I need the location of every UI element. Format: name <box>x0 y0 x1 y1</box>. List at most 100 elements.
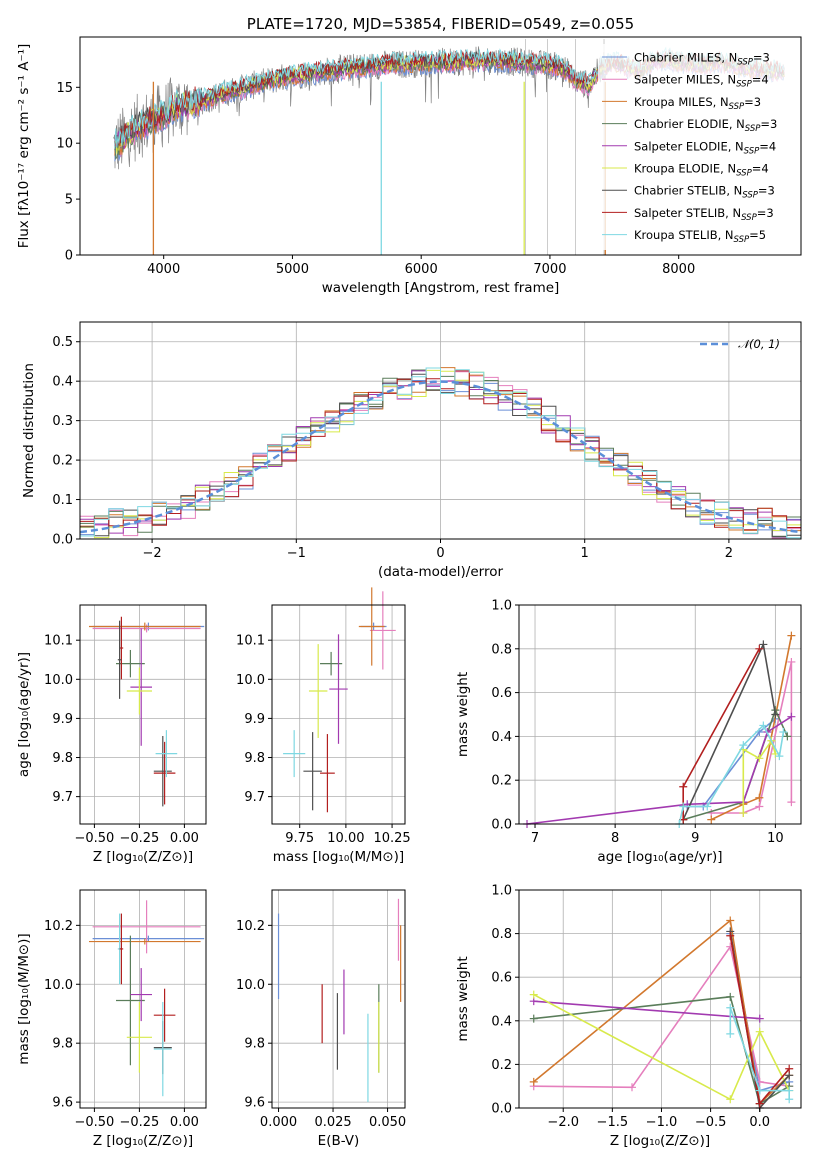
errorbar-point <box>92 624 201 633</box>
mass_vs_Z-axes: −0.50 −0.25 0.00 9.6 9.8 10.0 10.2 Z [log₁₀(Z/Z… <box>16 889 207 1149</box>
legend-series-name: Salpeter MILES, N <box>634 73 736 87</box>
weight-marker <box>627 1083 636 1092</box>
errorbar-point <box>329 634 348 744</box>
legend-nssp-value: =4 <box>752 73 769 87</box>
weight-marker <box>739 741 748 750</box>
legend-nssp-value: =5 <box>749 228 766 242</box>
x-tick-label: 10.25 <box>373 831 410 846</box>
legend-label: 𝒩(0, 1) <box>738 337 780 351</box>
y-tick-label: 10.1 <box>44 634 73 649</box>
x-tick-label: 0 <box>436 546 444 561</box>
y-tick-label: 9.6 <box>52 1096 73 1111</box>
y-tick-label: 10.0 <box>236 673 265 688</box>
x-axis-label: mass [log₁₀(M/M⊙)] <box>273 849 404 865</box>
weight_vs_age-grid <box>519 604 801 825</box>
legend-nssp-value: =3 <box>744 95 761 109</box>
y-tick-label: 0.5 <box>52 335 73 350</box>
y-tick-label: 10.0 <box>44 673 73 688</box>
weight-marker <box>755 802 764 811</box>
y-tick-label: 9.7 <box>52 790 73 805</box>
y-axis-label: age [log₁₀(age/yr)] <box>16 652 32 777</box>
x-tick-label: −0.50 <box>74 1115 114 1130</box>
errorbar-point <box>126 667 152 715</box>
x-tick-label: −0.5 <box>695 1115 727 1130</box>
weight-marker <box>755 644 764 653</box>
x-tick-label: −2 <box>143 546 162 561</box>
x-tick-label: 10.00 <box>327 831 364 846</box>
legend-subscript: SSP <box>741 213 757 223</box>
weight-marker <box>755 1027 764 1036</box>
weight-marker <box>785 1064 794 1073</box>
weight-marker <box>726 1003 735 1012</box>
x-tick-label: −1.5 <box>597 1115 629 1130</box>
weight-marker <box>755 1086 764 1095</box>
legend-label: Chabrier ELODIE, NSSP=3 <box>634 117 777 134</box>
legend-subscript: SSP <box>736 80 752 90</box>
legend-label: Kroupa ELODIE, NSSP=4 <box>634 162 769 179</box>
x-tick-label: 9 <box>691 831 699 846</box>
mass_vs_Z-points <box>89 900 205 1097</box>
legend-series-name: Kroupa STELIB, N <box>634 228 734 242</box>
errorbar-point <box>89 622 201 631</box>
y-tick-label: 0 <box>65 249 73 264</box>
legend-nssp-value: =4 <box>759 139 776 153</box>
weight-marker <box>759 721 768 730</box>
y-tick-label: 9.9 <box>52 712 73 727</box>
legend-series-name: Salpeter ELODIE, N <box>634 139 744 153</box>
errorbar-point <box>155 730 178 778</box>
errorbar-point <box>308 644 328 738</box>
y-tick-label: 9.8 <box>52 751 73 766</box>
weight_vs_Z-panel: −2.0 −1.5 −1.0 −0.5 0.0 0.0 0.2 0.4 0.6 0.8 1.0 Z [… <box>455 884 802 1149</box>
x-tick-label: 0.0 <box>749 1115 770 1130</box>
legend-label: Salpeter MILES, NSSP=4 <box>634 73 769 90</box>
legend-label: Salpeter STELIB, NSSP=3 <box>634 206 774 223</box>
errorbar-point <box>358 587 385 666</box>
x-tick-label: 0.050 <box>369 1115 406 1130</box>
weight-marker <box>529 1014 538 1023</box>
age_vs_Z-panel: −0.50 −0.25 0.00 9.7 9.8 9.9 10.0 10.1 Z [log₁₀(… <box>16 604 207 865</box>
legend-subscript: SSP <box>742 191 758 201</box>
y-tick-label: 0.3 <box>52 414 73 429</box>
weight_vs_Z-axes: −2.0 −1.5 −1.0 −0.5 0.0 0.0 0.2 0.4 0.6 0.8 1.0 Z [… <box>455 884 802 1149</box>
weight-marker <box>755 1099 764 1108</box>
y-tick-label: 10.1 <box>236 634 265 649</box>
x-tick-label: 0.00 <box>170 831 199 846</box>
weight-line-kroupa-miles <box>533 918 790 1106</box>
weight-marker <box>779 728 788 737</box>
mass_vs_EBV-panel: 0.000 0.025 0.050 9.6 9.8 10.0 10.2 E(B-V) <box>236 889 406 1149</box>
age_vs_mass-panel: 9.75 10.00 10.25 9.7 9.8 9.9 10.0 10.1 mass [log… <box>236 587 411 865</box>
errorbar-point <box>130 628 152 746</box>
weight-marker <box>787 657 796 666</box>
weight-marker <box>759 640 768 649</box>
y-tick-label: 0.2 <box>52 454 73 469</box>
weight-marker <box>529 990 538 999</box>
errorbar-point <box>303 732 322 811</box>
y-tick-label: 0.0 <box>491 818 512 833</box>
weight-marker <box>787 712 796 721</box>
x-tick-label: 1 <box>581 546 589 561</box>
weight-marker <box>771 710 780 719</box>
age_vs_mass-points <box>283 587 396 813</box>
errorbar-point <box>119 913 124 985</box>
legend-nssp-value: =3 <box>753 51 770 65</box>
mass_vs_EBV-grid <box>272 890 405 1108</box>
errorbar-point <box>283 730 306 778</box>
errorbar-point <box>153 736 172 807</box>
x-tick-label: 10 <box>767 831 784 846</box>
weight-marker <box>703 802 712 811</box>
weight-marker <box>726 1029 735 1038</box>
y-tick-label: 0.2 <box>491 1058 512 1073</box>
y-tick-label: 0.1 <box>52 493 73 508</box>
weight-marker <box>707 815 716 824</box>
x-tick-label: −0.25 <box>119 1115 159 1130</box>
x-tick-label: 5000 <box>276 262 309 277</box>
legend-label: Kroupa MILES, NSSP=3 <box>634 95 761 112</box>
weight-marker <box>787 631 796 640</box>
legend-subscript: SSP <box>734 235 750 245</box>
residuals-panel: −2 −1 0 1 2 0.0 0.1 0.2 0.3 0.4 0.5 (data-model)/er… <box>21 321 802 580</box>
x-axis-label: age [log₁₀(age/yr)] <box>597 849 722 865</box>
age_vs_mass-axes: 9.75 10.00 10.25 9.7 9.8 9.9 10.0 10.1 mass [log… <box>236 604 411 865</box>
errorbar-point <box>153 1001 172 1097</box>
x-tick-label: 7 <box>531 831 539 846</box>
y-tick-label: 9.6 <box>244 1096 265 1111</box>
